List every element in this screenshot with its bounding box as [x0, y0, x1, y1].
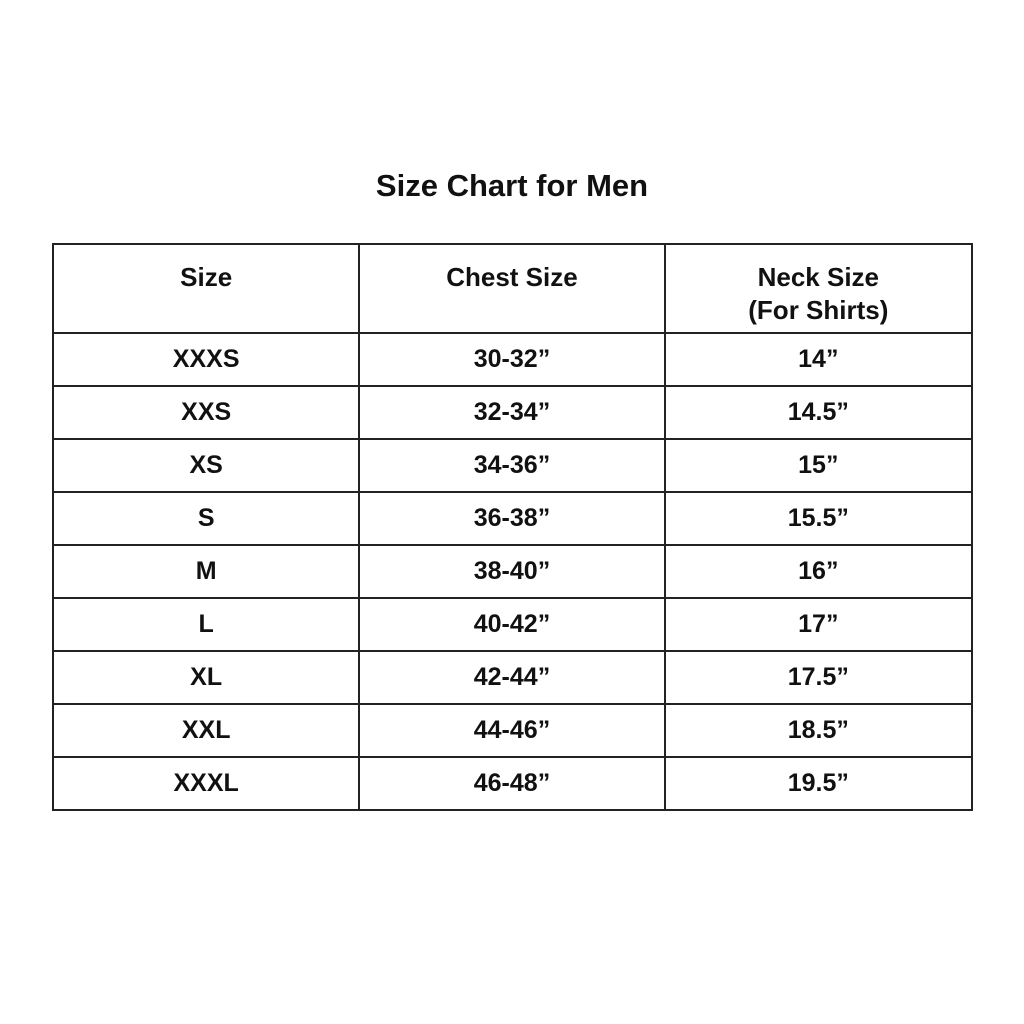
table-row: XXS 32-34” 14.5” — [51, 385, 974, 440]
cell-size: XXS — [51, 385, 361, 440]
header-row: Size Chest Size Neck Size (For Shirts) — [51, 243, 974, 334]
table-row: XXL 44-46” 18.5” — [51, 703, 974, 758]
header-neck-size-label: Neck Size — [757, 262, 880, 292]
cell-chest-size: 44-46” — [358, 703, 666, 758]
cell-neck-size: 15.5” — [663, 491, 974, 546]
header-neck-size-note: (For Shirts) — [748, 295, 889, 325]
cell-chest-size: 30-32” — [358, 332, 666, 387]
cell-chest-size: 38-40” — [358, 544, 666, 599]
table-row: XXXL 46-48” 19.5” — [51, 756, 974, 811]
cell-size: L — [51, 597, 361, 652]
cell-chest-size: 40-42” — [358, 597, 666, 652]
cell-neck-size: 14.5” — [663, 385, 974, 440]
cell-neck-size: 15” — [663, 438, 974, 493]
cell-size: XXXS — [51, 332, 361, 387]
table-row: S 36-38” 15.5” — [51, 491, 974, 546]
page-title: Size Chart for Men — [375, 168, 649, 203]
cell-neck-size: 17” — [663, 597, 974, 652]
header-neck-size: Neck Size (For Shirts) — [663, 243, 974, 334]
cell-chest-size: 32-34” — [358, 385, 666, 440]
cell-chest-size: 36-38” — [358, 491, 666, 546]
cell-neck-size: 16” — [663, 544, 974, 599]
table-row: XL 42-44” 17.5” — [51, 650, 974, 705]
table-row: XS 34-36” 15” — [51, 438, 974, 493]
header-chest-size: Chest Size — [358, 243, 666, 334]
cell-size: XXL — [51, 703, 361, 758]
cell-neck-size: 14” — [663, 332, 974, 387]
cell-neck-size: 17.5” — [663, 650, 974, 705]
cell-chest-size: 34-36” — [358, 438, 666, 493]
table-row: L 40-42” 17” — [51, 597, 974, 652]
header-size: Size — [51, 243, 361, 334]
cell-size: XXXL — [51, 756, 361, 811]
cell-size: XS — [51, 438, 361, 493]
size-chart-table: Size Chest Size Neck Size (For Shirts) XX… — [51, 243, 974, 811]
cell-chest-size: 42-44” — [358, 650, 666, 705]
cell-size: M — [51, 544, 361, 599]
cell-size: XL — [51, 650, 361, 705]
cell-size: S — [51, 491, 361, 546]
cell-neck-size: 19.5” — [663, 756, 974, 811]
cell-chest-size: 46-48” — [358, 756, 666, 811]
cell-neck-size: 18.5” — [663, 703, 974, 758]
table-row: M 38-40” 16” — [51, 544, 974, 599]
table-row: XXXS 30-32” 14” — [51, 332, 974, 387]
